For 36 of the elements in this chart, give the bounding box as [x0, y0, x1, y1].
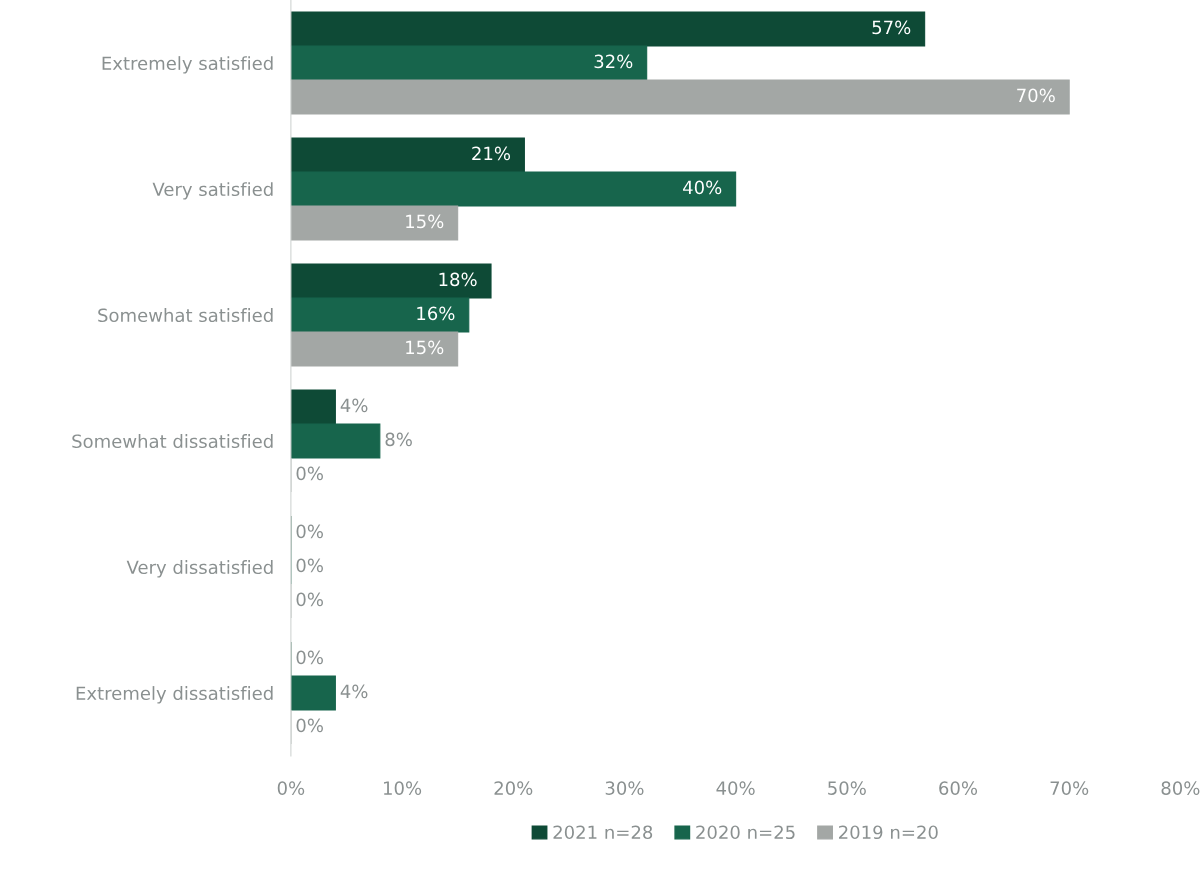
data-label: 0% [296, 718, 323, 733]
data-label: 40% [683, 180, 722, 195]
y-tick-label: Extremely satisfied [102, 56, 273, 74]
x-tick-label: 80% [1161, 781, 1200, 795]
x-tick-label: 30% [605, 781, 644, 795]
y-tick-label: Somewhat satisfied [98, 308, 273, 323]
data-label: 0% [296, 650, 323, 665]
data-label: 32% [594, 54, 633, 69]
x-tick-label: 40% [716, 781, 755, 795]
data-label: 70% [1017, 88, 1055, 103]
data-label: 0% [296, 524, 323, 539]
data-label: 15% [406, 340, 444, 355]
x-tick-label: 50% [828, 781, 866, 795]
y-tick-label: Very satisfied [152, 182, 273, 200]
data-label: 0% [296, 466, 323, 481]
x-tick-label: 20% [494, 781, 533, 795]
x-tick-label: 10% [383, 781, 422, 795]
y-tick-label: Somewhat dissatisfied [72, 434, 273, 449]
legend-label: 2021 n=28 [553, 825, 653, 840]
x-tick-label: 60% [939, 781, 978, 795]
data-label: 16% [417, 306, 455, 321]
data-label: 8% [385, 432, 412, 447]
data-label: 18% [439, 272, 477, 287]
data-label: 0% [296, 558, 323, 573]
y-tick-label: Extremely dissatisfied [76, 686, 273, 704]
data-label: 0% [296, 592, 323, 607]
x-tick-label: 0% [277, 781, 305, 795]
x-tick-label: 70% [1050, 781, 1089, 795]
data-label: 4% [340, 398, 368, 413]
data-label: 57% [872, 20, 911, 35]
legend-label: 2020 n=25 [696, 825, 795, 840]
data-label: 4% [340, 684, 368, 699]
legend-label: 2019 n=20 [839, 825, 938, 840]
data-label: 15% [406, 214, 444, 229]
y-tick-label: Very dissatisfied [126, 560, 273, 578]
data-label: 21% [472, 146, 511, 161]
